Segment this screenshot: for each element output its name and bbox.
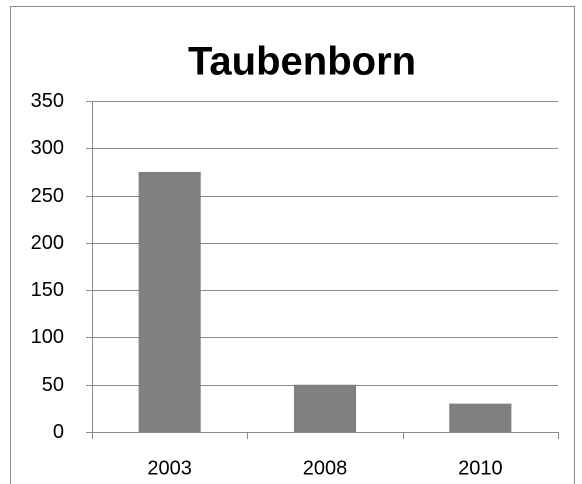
x-tick-label: 2003 (147, 457, 192, 479)
y-tick-label: 350 (31, 90, 64, 112)
y-tick-label: 0 (53, 421, 64, 443)
chart-title: Taubenborn (188, 40, 416, 84)
bar (138, 171, 201, 432)
y-tick-label: 250 (31, 185, 64, 207)
bar (449, 403, 512, 432)
y-tick-label: 300 (31, 137, 64, 159)
y-tick-label: 50 (42, 374, 64, 396)
y-tick-label: 150 (31, 279, 64, 301)
y-tick-label: 100 (31, 326, 64, 348)
x-tick-label: 2010 (458, 457, 503, 479)
bar (293, 384, 357, 432)
x-tick-label: 2008 (303, 457, 348, 479)
y-tick-label: 200 (31, 232, 64, 254)
